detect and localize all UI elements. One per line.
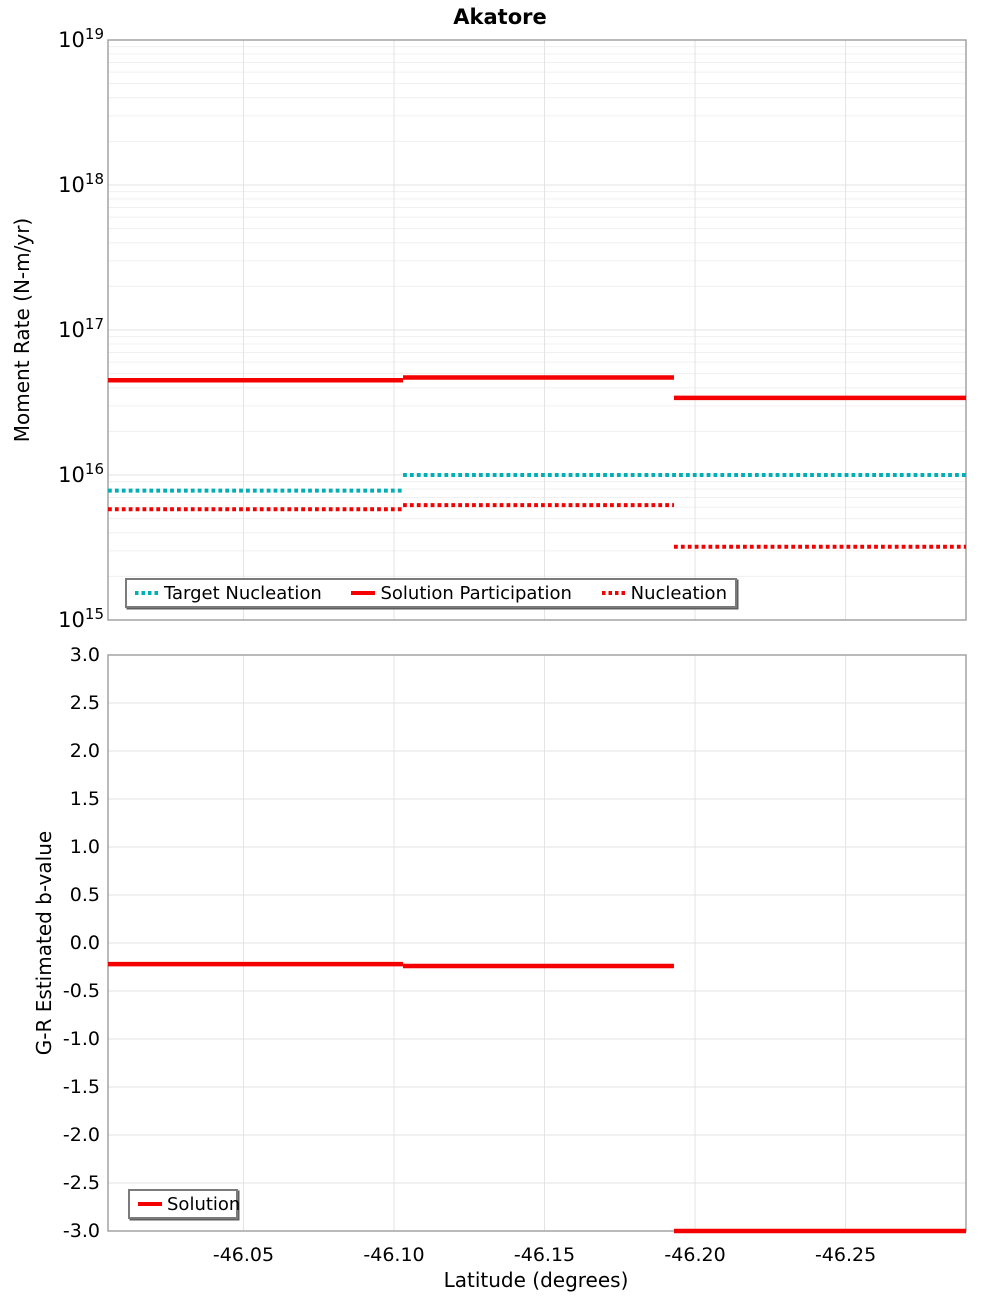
legend-item-solution-participation: Solution Participation <box>351 582 572 604</box>
legend-label-nucleation: Nucleation <box>630 582 727 604</box>
legend-b-value: Solution <box>128 1189 240 1219</box>
legend-item-nucleation: Nucleation <box>601 582 727 604</box>
y-axis-title-moment-rate: Moment Rate (N-m/yr) <box>10 217 34 443</box>
legend-swatch-solution-participation <box>351 590 376 596</box>
legend-item-target-nucleation: Target Nucleation <box>135 583 322 604</box>
legend-label-solution-participation: Solution Participation <box>380 582 572 604</box>
legend-label-solution: Solution <box>167 1193 241 1215</box>
legend-swatch-nucleation <box>601 591 626 595</box>
legend-moment-rate: Target Nucleation Solution Participation… <box>125 578 737 608</box>
legend-item-solution: Solution <box>138 1194 240 1215</box>
legend-swatch-target-nucleation <box>135 591 159 595</box>
plot-frame <box>107 39 967 621</box>
legend-swatch-solution <box>138 1201 162 1207</box>
x-axis-title-latitude: Latitude (degrees) <box>443 1268 629 1292</box>
legend-label-target-nucleation: Target Nucleation <box>164 582 322 604</box>
chart-title: Akatore <box>453 5 547 29</box>
y-axis-title-b-value: G-R Estimated b-value <box>32 830 56 1056</box>
plot-frame <box>107 654 967 1232</box>
